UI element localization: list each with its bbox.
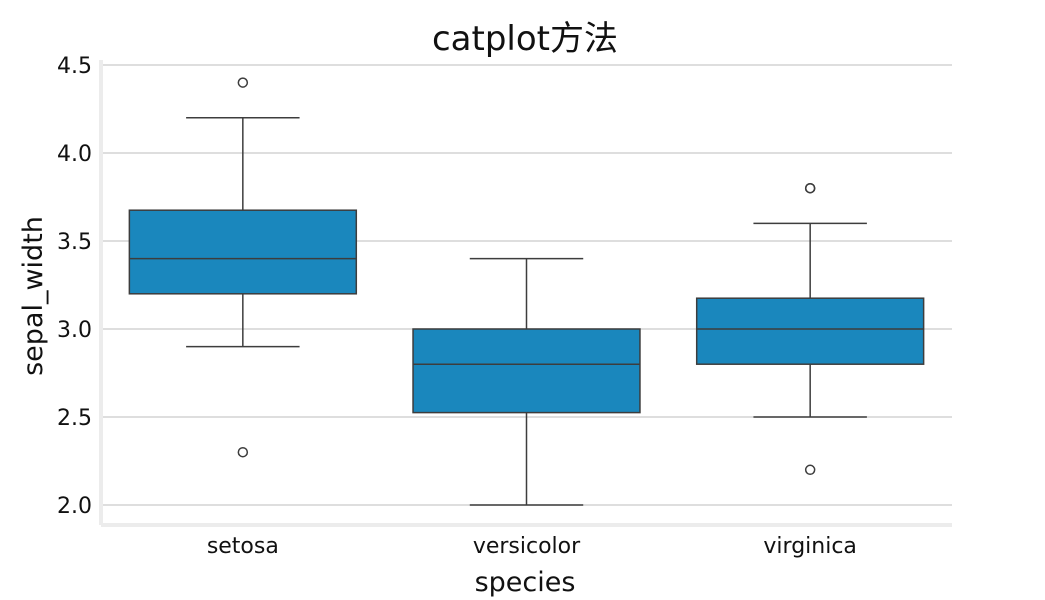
box-iqr: [412, 328, 641, 414]
x-axis-label: species: [475, 567, 576, 598]
y-tick-label: 4.5: [57, 54, 92, 79]
box-iqr: [695, 297, 925, 365]
y-tick-label: 2.0: [57, 494, 92, 519]
box-virginica: [695, 182, 925, 476]
outlier-point: [804, 464, 816, 476]
y-tick-label: 3.0: [57, 318, 92, 343]
y-tick-label: 4.0: [57, 142, 92, 167]
x-tick-label: versicolor: [473, 534, 581, 559]
boxes: [128, 77, 925, 506]
x-tick-label: virginica: [763, 534, 857, 559]
box-setosa: [128, 77, 358, 458]
y-tick-labels: 2.0 2.5 3.0 3.5 4.0 4.5: [57, 54, 92, 519]
box-iqr: [128, 209, 358, 295]
outlier-point: [804, 182, 816, 194]
box-versicolor: [412, 257, 641, 506]
x-tick-label: setosa: [207, 534, 279, 559]
chart-title: catplot方法: [432, 19, 618, 59]
x-tick-labels: setosa versicolor virginica: [207, 534, 857, 559]
outlier-point: [237, 77, 249, 88]
y-tick-label: 3.5: [57, 230, 92, 255]
outlier-point: [237, 446, 249, 458]
y-axis-label: sepal_width: [18, 216, 49, 376]
y-tick-label: 2.5: [57, 406, 92, 431]
